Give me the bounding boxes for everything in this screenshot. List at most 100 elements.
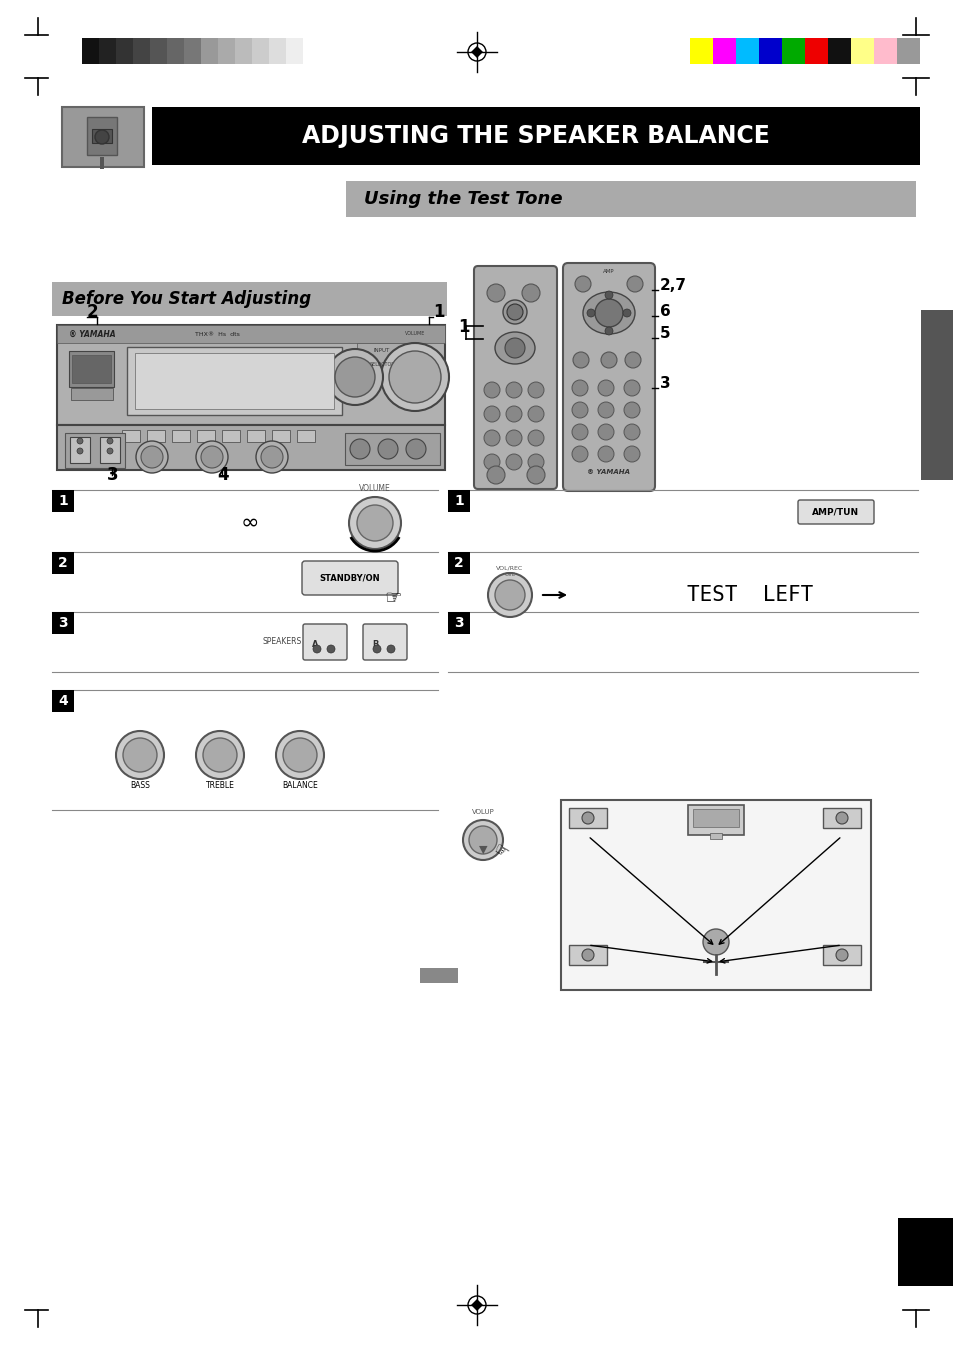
Circle shape bbox=[313, 644, 320, 653]
Circle shape bbox=[495, 580, 524, 611]
Circle shape bbox=[387, 644, 395, 653]
Circle shape bbox=[349, 497, 400, 549]
Bar bbox=[822, 808, 861, 828]
Bar bbox=[218, 38, 234, 63]
Bar bbox=[781, 38, 804, 63]
Text: OVE: OVE bbox=[504, 571, 515, 577]
Bar bbox=[52, 282, 447, 316]
Circle shape bbox=[77, 449, 83, 454]
Circle shape bbox=[483, 407, 499, 422]
Bar bbox=[184, 38, 201, 63]
Text: 4: 4 bbox=[58, 694, 68, 708]
Text: 4: 4 bbox=[216, 466, 229, 484]
Bar bbox=[712, 38, 735, 63]
Text: B: B bbox=[372, 640, 378, 648]
Circle shape bbox=[527, 382, 543, 399]
Text: ☞: ☞ bbox=[490, 840, 512, 863]
Circle shape bbox=[572, 403, 587, 417]
Text: 2: 2 bbox=[58, 557, 68, 570]
Circle shape bbox=[702, 929, 728, 955]
Bar bbox=[70, 436, 90, 463]
Bar bbox=[222, 430, 240, 442]
Bar bbox=[419, 969, 457, 984]
Polygon shape bbox=[471, 46, 482, 58]
Text: BALANCE: BALANCE bbox=[282, 781, 317, 789]
Circle shape bbox=[527, 430, 543, 446]
Bar bbox=[735, 38, 759, 63]
Circle shape bbox=[521, 284, 539, 303]
Circle shape bbox=[623, 403, 639, 417]
Text: AMP/TUN: AMP/TUN bbox=[812, 508, 859, 516]
Circle shape bbox=[505, 382, 521, 399]
Text: VOLUME: VOLUME bbox=[404, 331, 425, 336]
Ellipse shape bbox=[495, 332, 535, 363]
Circle shape bbox=[136, 440, 168, 473]
Circle shape bbox=[141, 446, 163, 467]
Circle shape bbox=[502, 300, 526, 324]
Circle shape bbox=[623, 380, 639, 396]
Bar bbox=[57, 426, 444, 470]
Bar bbox=[827, 38, 850, 63]
Bar bbox=[687, 805, 743, 835]
Circle shape bbox=[486, 284, 504, 303]
Bar bbox=[286, 38, 303, 63]
Circle shape bbox=[573, 353, 588, 367]
Text: VOLUME: VOLUME bbox=[358, 484, 391, 493]
Circle shape bbox=[572, 380, 587, 396]
Text: SPEAKERS: SPEAKERS bbox=[262, 638, 301, 647]
Circle shape bbox=[598, 380, 614, 396]
Bar bbox=[356, 343, 407, 373]
Bar bbox=[201, 38, 218, 63]
Circle shape bbox=[380, 343, 449, 411]
Circle shape bbox=[835, 948, 847, 961]
Polygon shape bbox=[471, 1300, 482, 1310]
Bar bbox=[568, 808, 606, 828]
Text: ▼: ▼ bbox=[478, 844, 487, 855]
Bar bbox=[873, 38, 896, 63]
Text: ∞: ∞ bbox=[240, 513, 259, 534]
Circle shape bbox=[389, 351, 440, 403]
Ellipse shape bbox=[582, 292, 635, 334]
Circle shape bbox=[623, 424, 639, 440]
Bar bbox=[116, 38, 132, 63]
FancyBboxPatch shape bbox=[797, 500, 873, 524]
Bar bbox=[52, 553, 74, 574]
Bar bbox=[252, 38, 269, 63]
Text: STANDBY/ON: STANDBY/ON bbox=[319, 574, 380, 582]
Bar bbox=[57, 326, 444, 343]
Bar bbox=[172, 430, 190, 442]
Bar bbox=[57, 326, 444, 426]
Bar bbox=[69, 351, 113, 386]
Text: VOL/REC: VOL/REC bbox=[496, 565, 523, 570]
Bar bbox=[345, 434, 439, 465]
Text: Before You Start Adjusting: Before You Start Adjusting bbox=[62, 290, 311, 308]
Text: VOLUP: VOLUP bbox=[471, 809, 494, 815]
Text: 1: 1 bbox=[58, 494, 68, 508]
Bar bbox=[448, 490, 470, 512]
Circle shape bbox=[261, 446, 283, 467]
Circle shape bbox=[483, 454, 499, 470]
Circle shape bbox=[275, 731, 324, 780]
Bar bbox=[122, 430, 140, 442]
FancyBboxPatch shape bbox=[303, 624, 347, 661]
Circle shape bbox=[505, 454, 521, 470]
Bar bbox=[247, 430, 265, 442]
Circle shape bbox=[572, 446, 587, 462]
Circle shape bbox=[581, 948, 594, 961]
Circle shape bbox=[504, 338, 524, 358]
Bar bbox=[234, 38, 252, 63]
Text: 1: 1 bbox=[457, 317, 469, 336]
Text: 3: 3 bbox=[107, 466, 118, 484]
Bar bbox=[568, 944, 606, 965]
Bar bbox=[822, 944, 861, 965]
Bar bbox=[99, 38, 116, 63]
Bar bbox=[272, 430, 290, 442]
Circle shape bbox=[526, 466, 544, 484]
Bar bbox=[71, 355, 111, 382]
Circle shape bbox=[622, 309, 630, 317]
Text: ® YAMAHA: ® YAMAHA bbox=[587, 469, 630, 476]
Circle shape bbox=[123, 738, 157, 771]
Text: 1: 1 bbox=[454, 494, 463, 508]
Bar bbox=[346, 181, 915, 218]
Text: BASS: BASS bbox=[130, 781, 150, 789]
